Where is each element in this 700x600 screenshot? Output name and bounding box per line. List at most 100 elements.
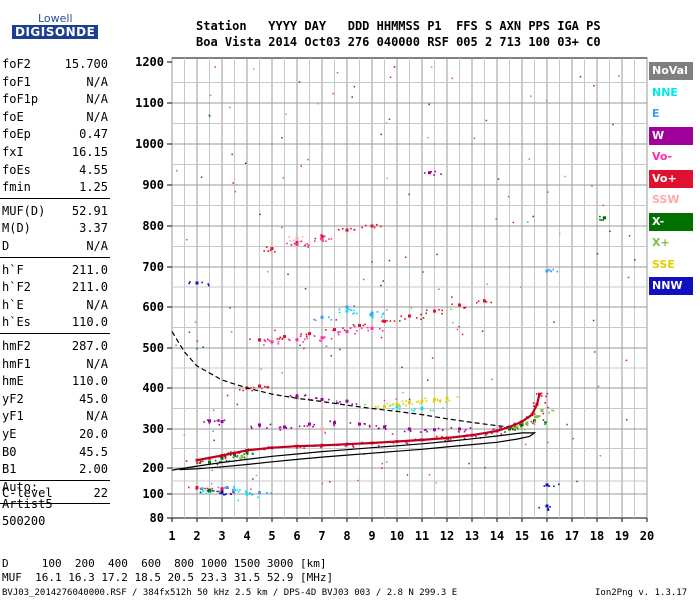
echo-point [210,491,212,493]
echo-point [221,487,223,490]
param-row: foF2 15.700 [0,56,108,72]
echo-point [349,422,352,424]
x-tick-label: 5 [268,529,275,543]
echo-point [245,450,249,454]
echo-point [320,427,324,431]
legend-item: NNW [649,277,693,295]
echo-point [545,504,549,508]
echo-point [547,509,550,511]
echo-point [405,404,407,407]
param-name: foF1 [2,74,31,89]
echo-point [339,401,341,403]
echo-point [286,242,288,245]
echo-point [229,451,232,453]
echo-point [520,423,523,426]
echo-point [196,462,198,465]
noise-point [473,137,476,139]
noise-point [422,317,425,319]
noise-point [591,185,593,187]
echo-point [475,301,478,304]
echo-point [358,422,361,426]
echo-point [277,343,280,345]
echo-point [207,283,209,285]
noise-point [627,276,630,279]
param-row: foEp 0.47 [0,126,108,142]
noise-point [547,191,549,193]
param-row: hmF2 287.0 [0,338,108,354]
param-separator [0,479,110,481]
echo-point [337,331,339,334]
x-tick-label: 1 [168,529,175,543]
echo-point [285,427,288,429]
echo-point [451,303,453,306]
param-name: h`F [2,262,24,277]
echo-point [321,317,324,319]
echo-point [545,421,548,424]
noise-point [235,184,238,186]
noise-point [231,153,233,156]
echo-point [252,453,254,455]
echo-point [249,338,251,340]
echo-point [435,435,438,438]
echo-point [270,340,274,344]
echo-point [526,423,529,425]
noise-point [592,319,595,322]
echo-point [308,332,311,336]
x-tick-label: 15 [515,529,529,543]
param-name: h`Es [2,315,31,330]
echo-point [313,240,316,242]
noise-point [393,66,396,68]
noise-point [330,355,332,357]
echo-point [438,309,440,311]
echo-point [525,423,528,425]
echo-point [533,416,536,419]
echo-point [549,269,552,272]
echo-point [350,309,353,312]
x-tick-label: 11 [415,529,429,543]
noise-point [386,309,388,311]
x-tick-label: 17 [565,529,579,543]
noise-point [486,283,488,286]
echo-point [312,425,314,428]
noise-point [422,271,424,273]
echo-point [377,444,380,447]
noise-point [388,259,391,262]
echo-point [428,171,431,175]
noise-point [281,137,283,139]
echo-point [324,240,327,243]
noise-point [300,165,302,167]
noise-point [230,331,233,333]
echo-point [257,496,259,499]
echo-point [464,429,467,431]
echo-point [323,336,326,338]
echo-point [253,386,255,389]
echo-point [236,456,239,458]
echo-point [320,234,324,238]
noise-point [597,385,600,388]
echo-point [532,405,535,407]
echo-point [337,228,340,231]
header-line-labels: Station YYYY DAY DDD HHMMSS P1 FFS S AXN… [196,19,601,33]
echo-point [221,420,224,422]
echo-point [318,339,321,342]
echo-point [208,488,211,492]
echo-point [203,421,205,423]
echo-point [189,281,191,283]
param-value: 45.5 [79,444,108,459]
echo-point [274,250,276,253]
echo-point [377,405,380,408]
echo-point [419,431,422,433]
echo-point [382,312,385,315]
echo-point [383,319,386,323]
noise-point [547,441,550,444]
noise-point [395,398,398,400]
echo-point [409,430,412,433]
noise-point [532,215,534,218]
param-value: 20.0 [79,427,108,441]
noise-point [303,347,305,350]
echo-point [218,490,220,493]
param-name: foEs [2,162,31,177]
echo-point [221,489,224,491]
echo-point [558,483,560,486]
legend-item: W [649,126,693,145]
